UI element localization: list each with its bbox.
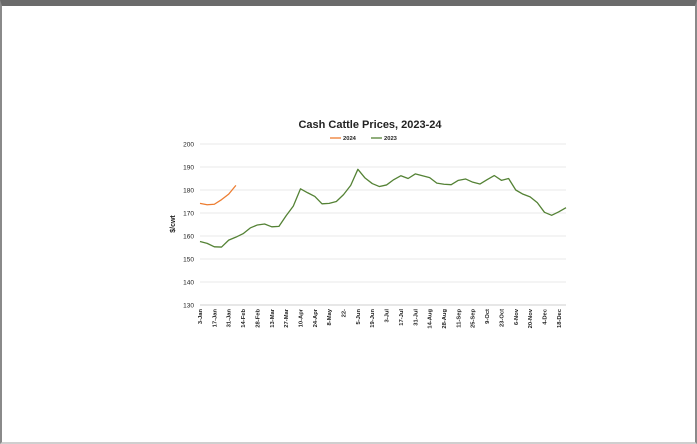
y-tick-label: 130	[183, 302, 194, 309]
y-tick-label: 160	[183, 233, 194, 240]
x-tick-label: 17-Jan	[212, 309, 218, 328]
x-tick-label: 5-Jun	[356, 309, 362, 325]
legend-label-2024: 2024	[343, 136, 357, 142]
x-tick-label: 13-Mar	[270, 308, 276, 327]
legend-label-2023: 2023	[384, 136, 398, 142]
x-tick-label: 14-Aug	[428, 309, 434, 329]
y-tick-label: 200	[183, 141, 194, 148]
x-tick-label: 20-Nov	[528, 308, 534, 328]
x-tick-label: 28-Feb	[255, 309, 261, 328]
x-tick-label: 6-Nov	[514, 308, 520, 325]
x-tick-label: 14-Feb	[241, 309, 247, 328]
x-axis-ticks: 3-Jan 17-Jan 31-Jan 14-Feb 28-Feb 13-Mar 27-Ma…	[198, 308, 563, 328]
x-tick-label: 24-Apr	[313, 308, 319, 327]
x-tick-label: 23-Oct	[499, 309, 505, 327]
chart-title: Cash Cattle Prices, 2023-24	[298, 119, 442, 131]
series-line-2024	[199, 184, 237, 206]
x-tick-label: 27-Mar	[284, 308, 290, 327]
x-tick-label: 31-Jan	[227, 309, 233, 328]
x-tick-label: 4-Dec	[542, 308, 548, 325]
y-tick-label: 180	[183, 187, 194, 194]
x-tick-label: 3-Jan	[198, 309, 204, 325]
x-tick-label: 19-Jun	[370, 309, 376, 328]
x-tick-label: 11-Sep	[456, 309, 462, 328]
x-tick-label: 31-Jul	[413, 309, 419, 326]
series-lines	[199, 168, 567, 248]
y-tick-label: 150	[183, 256, 194, 263]
series-line-2023	[199, 168, 567, 248]
x-tick-label: 17-Jul	[399, 309, 405, 326]
y-tick-label: 170	[183, 210, 194, 217]
gridlines	[200, 143, 566, 306]
x-tick-label: 18-Dec	[557, 308, 563, 328]
y-axis-ticks: 130 140 150 160 170 180 190 200	[183, 141, 194, 309]
x-tick-label: 3-Jul	[385, 309, 391, 323]
x-tick-label: 28-Aug	[442, 309, 448, 329]
x-tick-label: 25-Sep	[471, 309, 477, 328]
y-axis-label: $/cwt	[170, 215, 177, 233]
y-tick-label: 190	[183, 164, 194, 171]
x-tick-label: 8-May	[327, 308, 333, 325]
x-tick-label: 9-Oct	[485, 309, 491, 324]
legend: 2024 2023	[330, 136, 398, 142]
x-tick-label: 10-Apr	[298, 308, 304, 327]
y-tick-label: 140	[183, 279, 194, 286]
x-tick-label: 22-	[342, 309, 348, 317]
